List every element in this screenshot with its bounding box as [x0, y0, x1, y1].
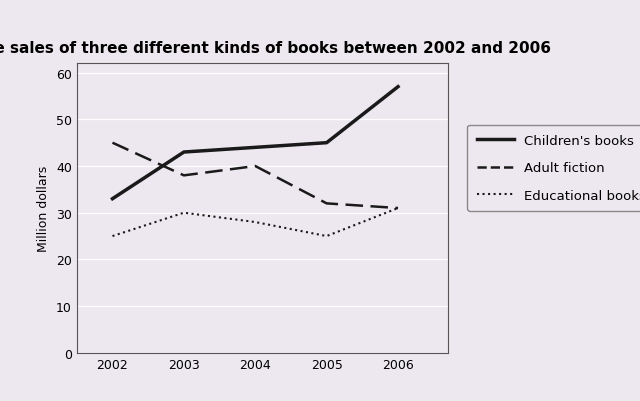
- Line: Educational books: Educational books: [113, 209, 398, 237]
- Line: Children's books: Children's books: [113, 87, 398, 199]
- Children's books: [323, 141, 330, 146]
- Adult fiction: [252, 164, 259, 169]
- Y-axis label: Million dollars: Million dollars: [37, 166, 51, 251]
- Legend: Children's books, Adult fiction, Educational books: Children's books, Adult fiction, Educati…: [467, 125, 640, 212]
- Children's books: [109, 197, 116, 202]
- Educational books: [323, 234, 330, 239]
- Adult fiction: [180, 174, 188, 178]
- Educational books: [180, 211, 188, 216]
- Children's books: [180, 150, 188, 155]
- Adult fiction: [109, 141, 116, 146]
- Educational books: [394, 206, 402, 211]
- Educational books: [252, 220, 259, 225]
- Adult fiction: [394, 206, 402, 211]
- Adult fiction: [323, 201, 330, 206]
- Children's books: [252, 146, 259, 150]
- Children's books: [394, 85, 402, 90]
- Line: Adult fiction: Adult fiction: [113, 143, 398, 209]
- Educational books: [109, 234, 116, 239]
- Title: The sales of three different kinds of books between 2002 and 2006: The sales of three different kinds of bo…: [0, 41, 552, 56]
